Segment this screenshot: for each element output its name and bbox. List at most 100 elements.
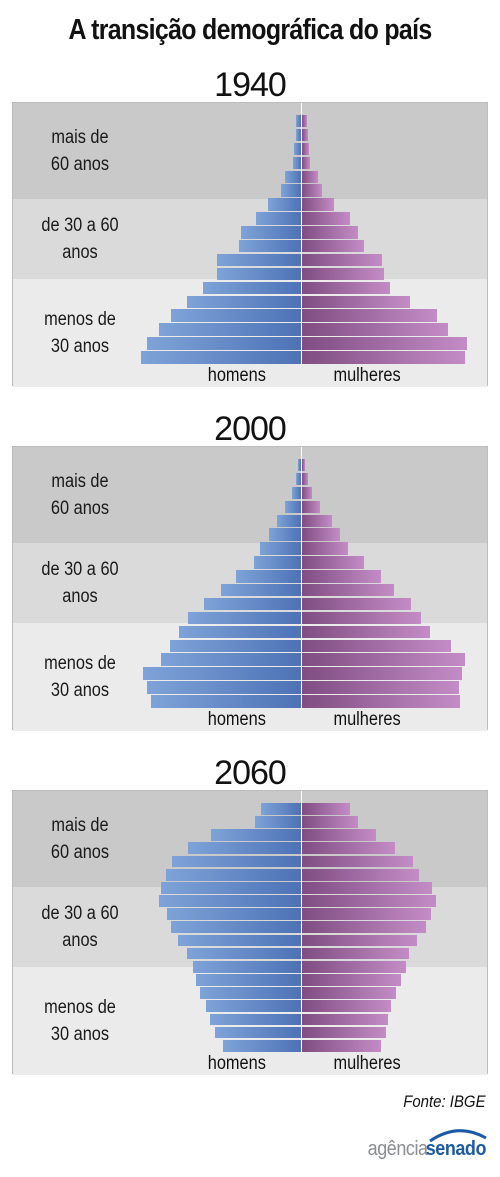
age-band-label: de 30 a 60 anos: [41, 903, 119, 951]
bar-female: [302, 295, 410, 309]
legend-homens: homens: [207, 365, 266, 386]
age-band-label: menos de 30 anos: [44, 309, 116, 357]
pyramid-year-title: 2060: [214, 754, 287, 792]
bar-male: [236, 570, 301, 583]
bar-female: [302, 625, 430, 639]
bar-female: [302, 128, 308, 142]
bar-female: [302, 486, 312, 500]
bar-female: [302, 253, 382, 267]
bar-female: [302, 868, 419, 881]
bar-female: [302, 611, 421, 625]
legend-mulheres: mulheres: [333, 365, 401, 386]
bar-male: [206, 1000, 301, 1013]
bar-male: [293, 156, 301, 170]
age-band-label: menos de 30 anos: [44, 653, 116, 701]
bar-male: [269, 528, 301, 541]
bar-female: [302, 681, 459, 694]
bar-female: [302, 895, 436, 907]
pyramid-panel: mais de 60 anos de 30 a 60 anos menos de 3…: [12, 790, 488, 1075]
bar-male: [171, 309, 301, 322]
bar-female: [302, 115, 307, 128]
age-band-label: mais de 60 anos: [50, 471, 110, 519]
legend-mulheres: mulheres: [333, 709, 401, 730]
bar-female: [302, 934, 417, 947]
bar-female: [302, 584, 394, 597]
logo-arc-icon: [429, 1129, 487, 1142]
bar-female: [302, 803, 350, 815]
bar-male: [256, 212, 301, 225]
bar-male: [223, 1039, 301, 1052]
bar-male: [292, 486, 301, 500]
bar-female: [302, 908, 431, 920]
bar-male: [260, 542, 301, 555]
bar-female: [302, 542, 348, 555]
bar-female: [302, 240, 364, 253]
bar-male: [203, 281, 301, 295]
bar-female: [302, 829, 376, 842]
bar-male: [268, 198, 301, 211]
bar-female: [302, 309, 437, 322]
bar-male: [196, 974, 301, 986]
bar-male: [166, 868, 301, 881]
bar-male: [141, 351, 301, 364]
pyramid-center-axis: [301, 447, 302, 711]
bar-male: [294, 142, 301, 156]
bar-female: [302, 974, 401, 986]
bar-female: [302, 528, 340, 541]
bar-male: [204, 597, 301, 611]
bar-male: [285, 500, 301, 514]
bar-female: [302, 556, 364, 569]
bar-female: [302, 184, 322, 197]
bar-female: [302, 960, 406, 973]
bar-female: [302, 816, 358, 828]
bar-female: [302, 142, 309, 156]
bar-female: [302, 653, 465, 666]
bar-male: [211, 829, 301, 842]
bar-female: [302, 842, 395, 855]
bar-male: [188, 842, 301, 855]
bar-male: [296, 115, 301, 128]
bar-male: [187, 947, 301, 960]
bar-female: [302, 212, 350, 225]
pyramid-2000: 2000 mais de 60 anos de 30 a 60 anos menos …: [0, 412, 500, 742]
bar-female: [302, 337, 467, 350]
pyramid-center-axis: [301, 103, 302, 367]
bar-male: [200, 987, 301, 999]
bar-female: [302, 570, 381, 583]
bar-female: [302, 921, 426, 934]
legend-mulheres: mulheres: [333, 1053, 401, 1074]
bar-female: [302, 500, 320, 514]
bar-female: [302, 1013, 388, 1026]
bar-male: [296, 472, 301, 486]
bar-female: [302, 170, 318, 184]
bar-male: [143, 667, 301, 680]
pyramid-panel: mais de 60 anos de 30 a 60 anos menos de 3…: [12, 446, 488, 731]
bar-female: [302, 695, 460, 708]
bar-male: [217, 267, 301, 281]
bar-male: [217, 253, 301, 267]
agencia-senado-logo: agência senado: [318, 1128, 488, 1168]
bar-male: [161, 653, 301, 666]
bar-male: [210, 1013, 301, 1026]
bar-female: [302, 639, 451, 653]
chart-title: A transição demográfica do país: [68, 14, 432, 46]
bar-female: [302, 987, 396, 999]
pyramid-1940: 1940 mais de 60 anos de 30 a 60 anos menos …: [0, 68, 500, 398]
age-band-label: de 30 a 60 anos: [41, 215, 119, 263]
pyramid-center-axis: [301, 791, 302, 1055]
bar-male: [298, 459, 301, 472]
bar-female: [302, 1000, 391, 1013]
pyramid-2060: 2060 mais de 60 anos de 30 a 60 anos menos …: [0, 756, 500, 1086]
bar-male: [239, 240, 301, 253]
logo-word-agencia: agência: [368, 1138, 428, 1160]
bar-female: [302, 323, 448, 336]
bar-male: [261, 803, 301, 815]
pyramid-year-title: 2000: [214, 410, 287, 448]
legend-homens: homens: [207, 709, 266, 730]
bar-female: [302, 226, 358, 239]
bar-male: [161, 881, 301, 894]
bar-male: [147, 681, 301, 694]
bar-male: [296, 128, 301, 142]
bar-male: [159, 323, 301, 336]
bar-female: [302, 947, 409, 960]
